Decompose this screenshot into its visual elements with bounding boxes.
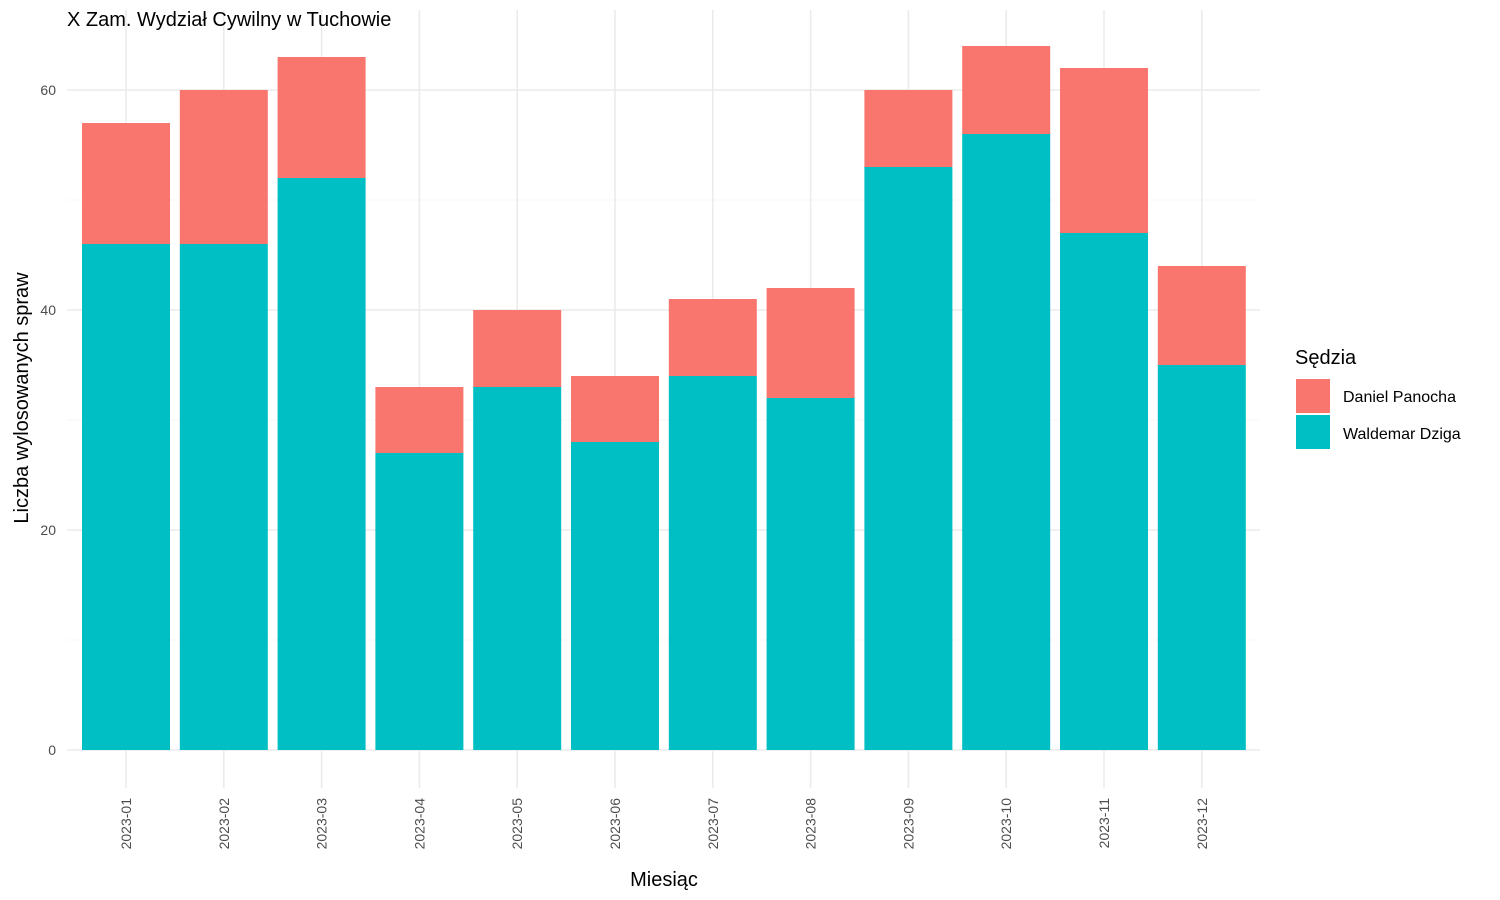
legend-label-waldemar-dziga: Waldemar Dziga [1343,426,1461,443]
bar-waldemar-dziga-2023-06 [571,442,659,750]
x-tick-label: 2023-02 [216,798,232,850]
bar-daniel-panocha-2023-12 [1157,266,1246,365]
chart-title: X Zam. Wydział Cywilny w Tuchowie [67,9,391,31]
x-tick-label: 2023-01 [118,798,134,850]
x-tick-label: 2023-12 [1194,798,1210,850]
bar-waldemar-dziga-2023-02 [179,244,268,750]
x-axis-title: Miesiąc [630,869,698,891]
bar-daniel-panocha-2023-04 [375,387,464,453]
bar-waldemar-dziga-2023-08 [766,398,855,750]
bar-waldemar-dziga-2023-10 [962,134,1051,750]
x-tick-label: 2023-11 [1096,798,1112,849]
y-axis-title: Liczba wylosowanych spraw [11,272,33,524]
bar-waldemar-dziga-2023-04 [375,453,464,750]
y-axis-ticks: 0 20 40 60 [40,82,56,758]
bar-daniel-panocha-2023-07 [668,299,757,376]
bar-daniel-panocha-2023-01 [82,123,170,244]
bar-daniel-panocha-2023-05 [473,310,562,387]
bar-daniel-panocha-2023-10 [962,46,1051,134]
bar-waldemar-dziga-2023-01 [82,244,170,750]
bar-waldemar-dziga-2023-03 [277,178,366,750]
bar-waldemar-dziga-2023-05 [473,387,562,750]
bar-daniel-panocha-2023-11 [1060,68,1148,233]
bar-daniel-panocha-2023-06 [571,376,659,442]
legend-label-daniel-panocha: Daniel Panocha [1343,389,1456,406]
bar-waldemar-dziga-2023-09 [864,167,953,750]
y-tick-label: 40 [40,302,56,318]
legend-title: Sędzia [1295,347,1357,369]
bar-waldemar-dziga-2023-11 [1060,233,1148,750]
bar-waldemar-dziga-2023-07 [668,376,757,750]
y-tick-label: 0 [48,742,56,758]
legend-swatch-waldemar-dziga [1296,415,1330,449]
y-tick-label: 20 [40,522,56,538]
x-tick-label: 2023-05 [509,798,525,850]
x-axis-ticks: 2023-01 2023-02 2023-03 2023-04 2023-05 2023-… [118,798,1210,850]
y-tick-label: 60 [40,82,56,98]
bar-daniel-panocha-2023-03 [277,57,366,178]
bar-waldemar-dziga-2023-12 [1157,365,1246,750]
bar-daniel-panocha-2023-08 [766,288,855,398]
bar-daniel-panocha-2023-02 [179,90,268,244]
x-tick-label: 2023-08 [803,798,819,850]
x-tick-label: 2023-03 [314,798,330,850]
x-tick-label: 2023-04 [411,798,427,850]
bars [82,46,1246,750]
bar-daniel-panocha-2023-09 [864,90,953,167]
legend: Sędzia Daniel Panocha Waldemar Dziga [1295,347,1461,449]
legend-swatch-daniel-panocha [1296,379,1330,413]
x-tick-label: 2023-06 [607,798,623,850]
x-tick-label: 2023-10 [998,798,1014,850]
x-tick-label: 2023-09 [900,798,916,850]
x-tick-label: 2023-07 [705,798,721,850]
